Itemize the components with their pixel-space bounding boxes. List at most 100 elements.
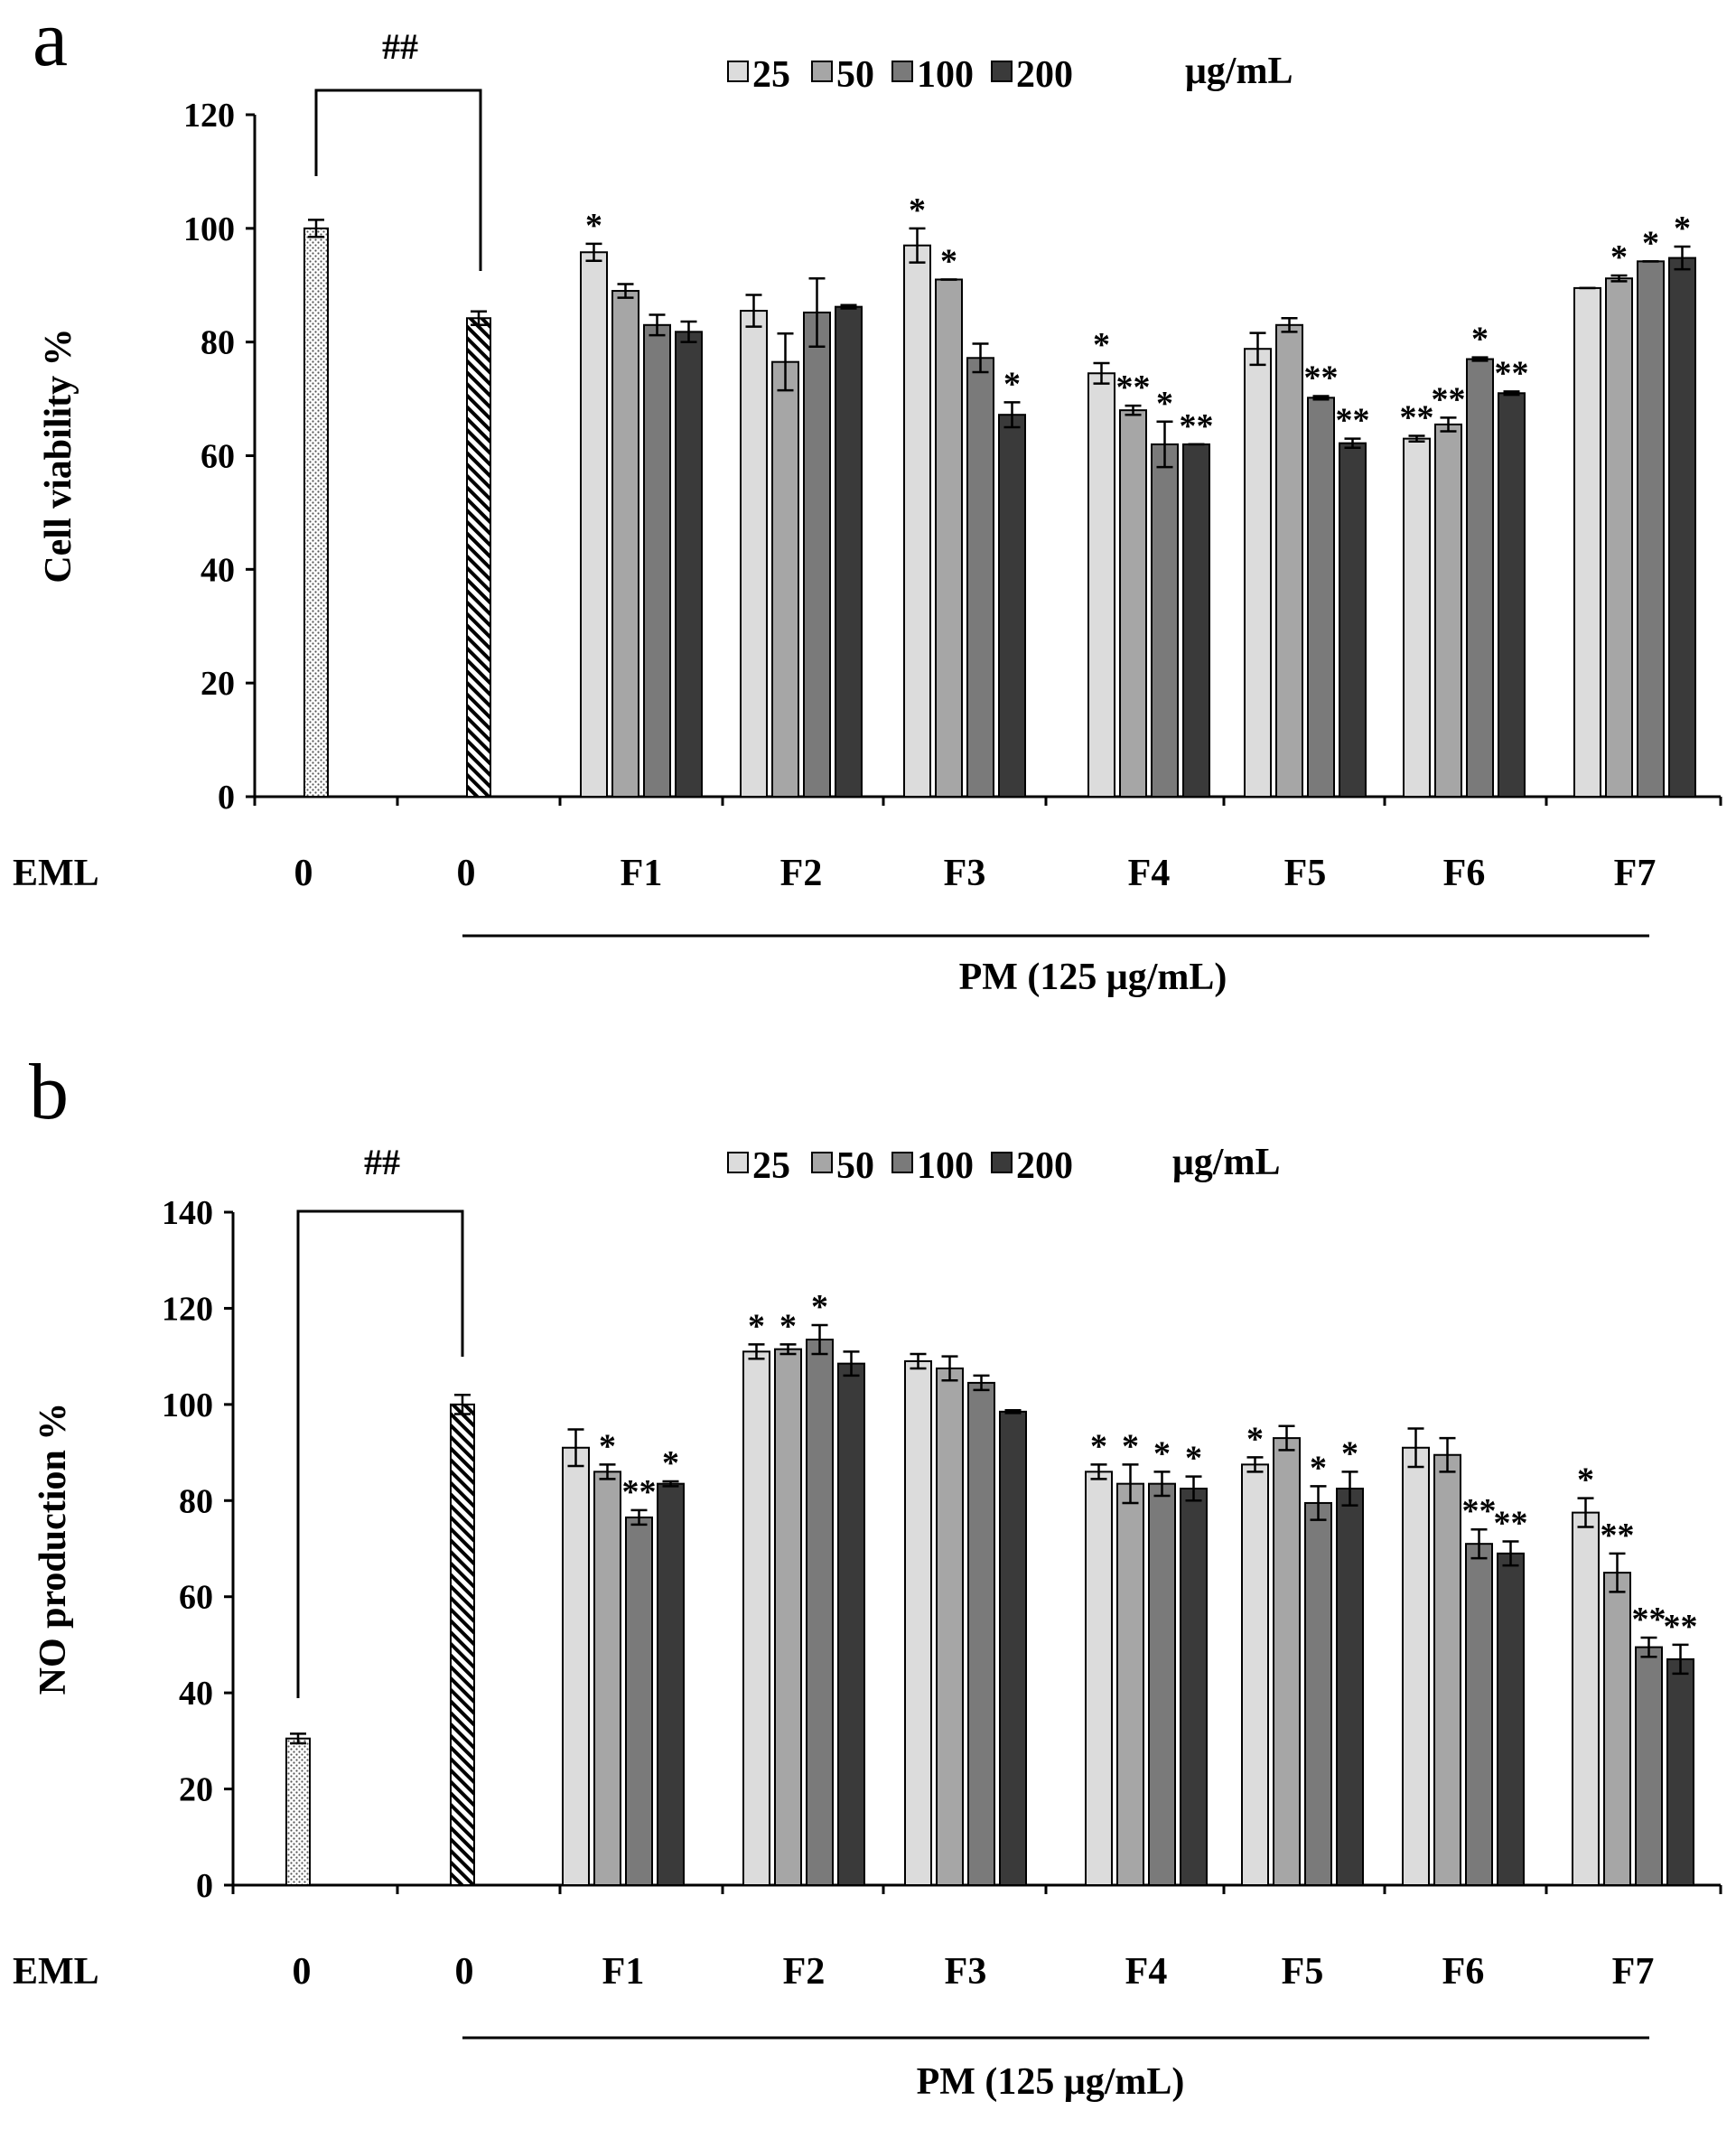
- significance-marker: *: [1310, 1449, 1327, 1487]
- significance-marker: **: [1664, 1608, 1698, 1646]
- y-tick-label: 100: [183, 210, 235, 248]
- significance-marker: *: [1122, 1427, 1139, 1465]
- control-category-label: 0: [455, 1951, 474, 1993]
- control-significance-marker: ##: [382, 26, 418, 67]
- legend-label: 25: [752, 54, 790, 96]
- bar-F3-200: [998, 414, 1026, 798]
- legend-label: 200: [1016, 1145, 1073, 1187]
- bar-F4-50: [1119, 409, 1147, 798]
- category-label: F2: [783, 1951, 826, 1993]
- bar-F7-100: [1635, 1646, 1663, 1886]
- bar-F6-200: [1498, 392, 1526, 798]
- category-label: F5: [1284, 853, 1327, 894]
- bar-F2-50: [771, 360, 799, 798]
- bar-F4-50: [1116, 1482, 1144, 1887]
- significance-marker: *: [1246, 1420, 1264, 1458]
- category-label: F4: [1128, 853, 1171, 894]
- bar-F4-100: [1151, 443, 1179, 798]
- significance-marker: *: [1610, 238, 1628, 276]
- bar-F6-100: [1466, 358, 1494, 798]
- significance-marker: **: [1462, 1492, 1497, 1530]
- row-label-eml: EML: [13, 853, 99, 894]
- bar-F4-200: [1180, 1487, 1208, 1887]
- significance-marker: *: [585, 207, 602, 245]
- significance-marker: *: [1577, 1461, 1594, 1499]
- significance-marker: **: [1400, 398, 1434, 436]
- bar-F1-200: [675, 331, 703, 798]
- legend-label: 100: [917, 1145, 974, 1187]
- bar-F1-200: [657, 1482, 685, 1887]
- significance-marker: *: [1341, 1434, 1358, 1472]
- bar-F7-200: [1666, 1657, 1694, 1886]
- significance-marker: **: [1494, 1505, 1528, 1543]
- bar-F6-25: [1403, 437, 1431, 798]
- category-label: F7: [1612, 1951, 1655, 1993]
- row-label-eml: EML: [13, 1951, 99, 1993]
- legend-swatch-25: [727, 1152, 749, 1173]
- bar-F6-50: [1433, 1453, 1461, 1887]
- bar-F5-50: [1275, 323, 1303, 798]
- significance-marker: *: [1153, 1434, 1171, 1472]
- control-bar-1: [285, 1737, 311, 1886]
- bar-F1-25: [562, 1446, 590, 1886]
- significance-marker: *: [1093, 326, 1110, 364]
- bar-F3-100: [967, 1381, 995, 1887]
- y-axis-label: Cell viability %: [38, 328, 79, 583]
- bar-F6-100: [1465, 1543, 1493, 1887]
- significance-marker: *: [1471, 321, 1489, 359]
- y-tick-label: 80: [179, 1482, 213, 1520]
- legend-swatch-25: [727, 61, 749, 82]
- control-bar-2: [466, 317, 491, 798]
- significance-marker: **: [1304, 359, 1339, 397]
- category-label: F6: [1442, 1951, 1485, 1993]
- significance-marker: *: [909, 191, 926, 229]
- significance-marker: **: [1336, 402, 1370, 440]
- y-tick-label: 40: [201, 551, 235, 589]
- bar-F5-100: [1304, 1501, 1332, 1886]
- bar-F2-25: [740, 310, 768, 798]
- bar-F4-25: [1085, 1471, 1113, 1887]
- significance-marker: *: [1674, 210, 1691, 247]
- significance-marker: *: [940, 242, 957, 280]
- significance-marker: *: [662, 1444, 679, 1482]
- bar-F5-200: [1339, 442, 1367, 798]
- group-label: PM (125 μg/mL): [917, 2061, 1185, 2103]
- significance-marker: **: [1116, 369, 1151, 406]
- category-label: F2: [780, 853, 823, 894]
- y-tick-label: 0: [218, 779, 235, 817]
- panel-letter: b: [29, 1049, 69, 1136]
- category-label: F4: [1125, 1951, 1168, 1993]
- bar-F3-100: [966, 357, 994, 798]
- y-tick-label: 140: [162, 1194, 213, 1232]
- bar-F7-100: [1637, 260, 1665, 798]
- y-tick-label: 120: [183, 97, 235, 135]
- y-tick-label: 20: [179, 1771, 213, 1809]
- bar-F4-100: [1148, 1482, 1176, 1887]
- significance-marker: **: [622, 1473, 657, 1511]
- bar-F5-100: [1307, 397, 1335, 798]
- bar-F5-50: [1273, 1437, 1301, 1887]
- bar-F7-25: [1572, 1511, 1600, 1886]
- category-label: F3: [945, 1951, 987, 1993]
- significance-marker: *: [779, 1307, 797, 1345]
- bar-F2-25: [742, 1350, 770, 1886]
- bar-F3-200: [999, 1410, 1027, 1886]
- bar-F7-200: [1668, 257, 1696, 798]
- bar-F5-25: [1244, 348, 1272, 798]
- legend-label: 50: [836, 54, 874, 96]
- category-label: F1: [602, 1951, 645, 1993]
- bar-F3-25: [904, 1359, 932, 1886]
- significance-marker: **: [1432, 380, 1466, 418]
- significance-marker: **: [1632, 1601, 1666, 1639]
- bar-F2-50: [774, 1348, 802, 1887]
- category-label: F5: [1282, 1951, 1324, 1993]
- legend-label: 25: [752, 1145, 790, 1187]
- bar-F6-25: [1402, 1446, 1430, 1886]
- legend-swatch-50: [811, 1152, 833, 1173]
- bar-F2-200: [835, 305, 863, 798]
- bar-F7-25: [1573, 286, 1601, 798]
- significance-marker: *: [1185, 1440, 1202, 1478]
- legend-unit: μg/mL: [1185, 51, 1293, 92]
- control-significance-marker: ##: [364, 1142, 400, 1182]
